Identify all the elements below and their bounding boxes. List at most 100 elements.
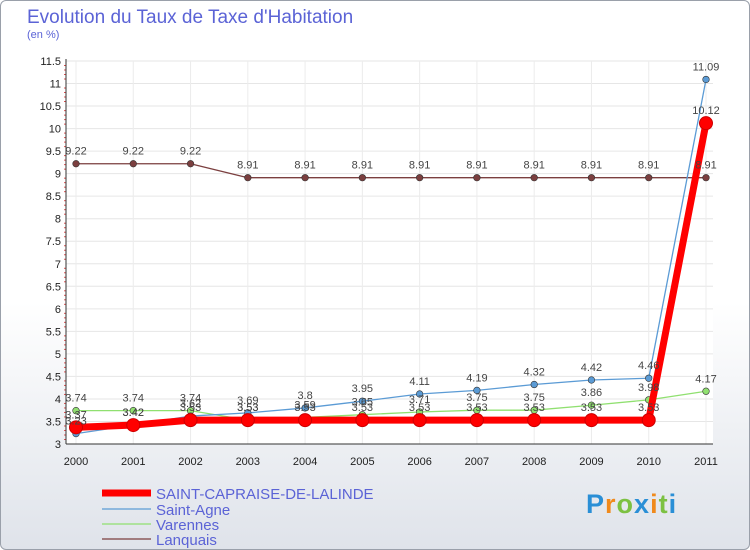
data-point [412, 413, 427, 428]
legend-label: SAINT-CAPRAISE-DE-LALINDE [156, 486, 374, 503]
data-label: 3.53 [237, 402, 258, 414]
data-point [645, 174, 653, 182]
y-tick-label: 4 [55, 394, 61, 406]
plot-area [66, 61, 713, 444]
data-label: 8.91 [638, 160, 659, 172]
y-tick-label: 3.5 [46, 416, 61, 428]
data-point [244, 174, 252, 182]
y-tick-label: 10 [49, 124, 61, 136]
chart-title: Evolution du Taux de Taxe d'Habitation [27, 7, 354, 28]
logo-letter: P [586, 489, 606, 519]
y-tick-label: 6 [55, 304, 61, 316]
data-point [301, 404, 309, 412]
data-point [186, 160, 195, 168]
data-label: 8.91 [352, 160, 373, 172]
y-tick-label: 3 [55, 439, 61, 451]
data-point [129, 407, 137, 415]
data-label: 3.65 [352, 397, 373, 409]
data-label: 4.11 [409, 376, 430, 388]
data-label: 3.59 [294, 399, 315, 411]
data-point [527, 413, 542, 428]
y-tick-label: 8.5 [46, 191, 61, 203]
data-point [416, 174, 424, 182]
data-point [126, 418, 141, 433]
y-tick-label: 5.5 [46, 326, 61, 338]
data-point [645, 374, 653, 382]
y-tick-label: 7 [55, 259, 61, 271]
data-point [298, 413, 313, 428]
data-label: 8.91 [294, 160, 315, 172]
data-point [72, 407, 80, 415]
data-label: 8.91 [409, 160, 430, 172]
data-point [129, 160, 137, 168]
y-axis-unit: (en %) [27, 29, 60, 41]
data-label: 3.75 [466, 392, 487, 404]
data-label: 3.37 [65, 409, 86, 421]
x-tick-label: 2004 [293, 456, 317, 468]
data-point [702, 387, 710, 395]
data-label: 8.91 [237, 160, 258, 172]
data-point [355, 413, 370, 428]
data-label: 8.91 [523, 160, 544, 172]
data-point [584, 413, 599, 428]
data-label: 3.71 [409, 394, 430, 406]
data-point [473, 386, 481, 394]
logo-letter: i [650, 489, 659, 519]
data-point [301, 174, 309, 182]
data-point [469, 413, 484, 428]
x-tick-label: 2009 [579, 456, 603, 468]
y-tick-label: 5 [55, 349, 61, 361]
data-label: 4.46 [638, 360, 659, 372]
data-point [72, 160, 80, 168]
x-tick-label: 2007 [465, 456, 489, 468]
data-label: 11.09 [693, 61, 720, 73]
data-label: 8.91 [695, 160, 716, 172]
data-point [702, 75, 710, 84]
logo-letter: t [658, 489, 669, 519]
series-varennes [72, 387, 710, 424]
data-label: 3.75 [523, 392, 544, 404]
y-tick-label: 10.5 [40, 101, 61, 113]
data-point [530, 174, 538, 182]
data-label: 3.53 [581, 402, 602, 414]
data-label: 4.42 [581, 362, 602, 374]
data-point [702, 174, 710, 182]
y-tick-label: 8 [55, 214, 61, 226]
x-tick-label: 2001 [121, 456, 145, 468]
y-tick-label: 4.5 [46, 371, 61, 383]
data-label: 3.42 [123, 407, 144, 419]
series-line [75, 122, 710, 431]
data-label: 3.53 [409, 402, 430, 414]
logo-letter: o [616, 489, 635, 519]
x-tick-label: 2011 [694, 456, 718, 468]
logo-letter: r [605, 489, 617, 519]
data-label: 3.86 [581, 387, 602, 399]
data-label: 3.98 [638, 382, 659, 394]
data-label: 3.53 [294, 402, 315, 414]
data-label: 3.62 [180, 398, 201, 410]
y-tick-label: 7.5 [46, 236, 61, 248]
data-label: 3.69 [237, 395, 258, 407]
x-tick-label: 2005 [350, 456, 374, 468]
series-line [76, 163, 706, 179]
data-label: 3.53 [466, 402, 487, 414]
data-label: 4.32 [523, 367, 544, 379]
data-label: 8.91 [581, 160, 602, 172]
logo-letter: x [634, 489, 651, 519]
x-tick-label: 2002 [178, 456, 202, 468]
x-tick-label: 2008 [522, 456, 546, 468]
data-label: 3.53 [237, 402, 258, 414]
series-saint-capraise-de-lalinde [69, 116, 713, 435]
data-point [416, 390, 424, 398]
data-label: 3.53 [638, 402, 659, 414]
data-point [587, 174, 596, 182]
data-label: 3.53 [352, 402, 373, 414]
data-label: 3.42 [123, 407, 144, 419]
data-point [358, 397, 366, 405]
data-point [699, 116, 713, 131]
data-label: 3.23 [65, 416, 86, 428]
data-label: 8.91 [466, 160, 487, 172]
data-label: 3.95 [352, 383, 373, 395]
data-point [530, 380, 538, 389]
